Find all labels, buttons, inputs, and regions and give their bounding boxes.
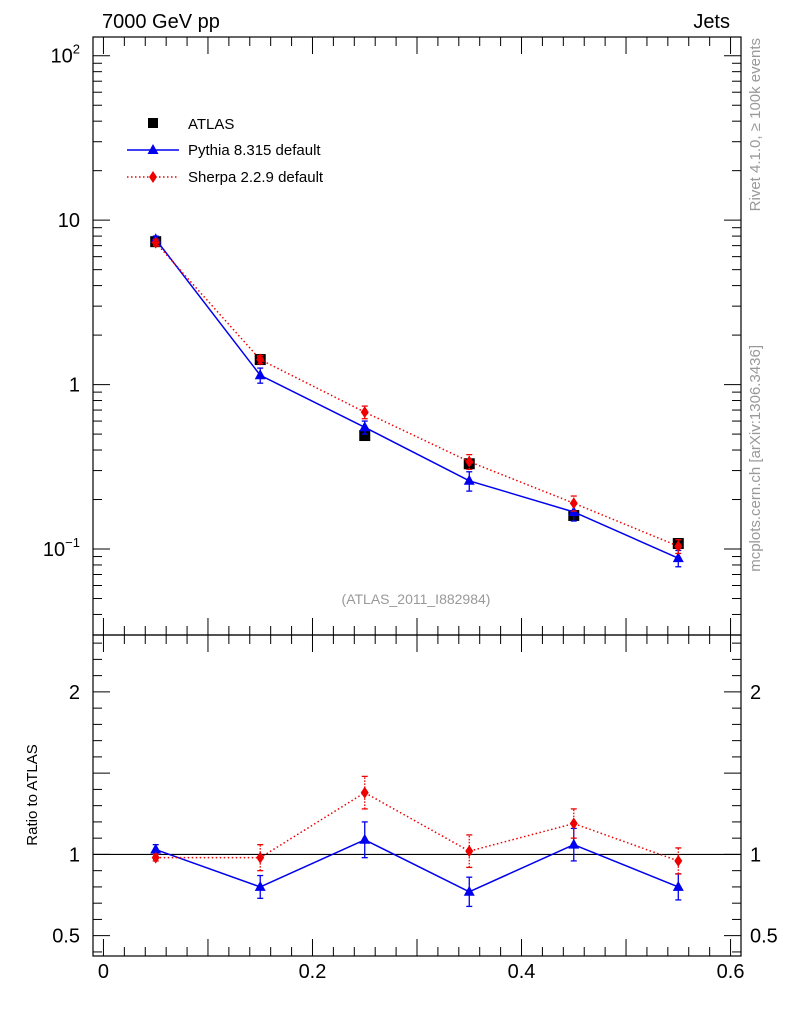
ratio-axis-ticks: 0.5 0.5 1 1 2 2 [52, 642, 778, 953]
x-tick-label: 0 [98, 961, 109, 983]
main-axis-ticks: 102 10 1 10−1 [43, 42, 741, 636]
sherpa-data-point [569, 497, 578, 510]
main-y-tick-label: 10 [58, 210, 80, 232]
sherpa-data-point [151, 236, 160, 249]
main-series-layer [150, 233, 684, 568]
legend-label-sherpa: Sherpa 2.2.9 default [188, 169, 324, 186]
header-right-label: Jets [693, 11, 730, 33]
sherpa-data-point [256, 353, 265, 366]
sherpa-series-line [155, 791, 679, 862]
x-axis-ticks: 0 0.2 0.4 0.6 [98, 37, 745, 983]
ratio-y-tick-label-left: 1 [69, 844, 80, 866]
pythia-data-point [150, 843, 162, 854]
pythia-series-line [155, 238, 679, 559]
x-tick-label: 0.2 [299, 961, 327, 983]
x-tick-label: 0.6 [717, 961, 745, 983]
pythia-data-point [672, 880, 684, 891]
pythia-data-point [254, 369, 266, 380]
legend: ATLAS Pythia 8.315 default Sherpa 2.2.9 … [127, 116, 324, 186]
ratio-y-tick-label-left: 0.5 [52, 926, 80, 948]
pythia-data-point [672, 552, 684, 563]
sherpa-data-point [151, 851, 160, 864]
header-left-label: 7000 GeV pp [102, 11, 220, 33]
sherpa-data-point [569, 817, 578, 830]
ratio-y-tick-label-right: 1 [750, 844, 761, 866]
ratio-panel-frame [92, 634, 742, 957]
ratio-series-layer [150, 775, 684, 908]
sherpa-data-point [256, 851, 265, 864]
main-y-tick-label: 102 [51, 42, 80, 68]
sherpa-data-point [465, 455, 474, 468]
sherpa-data-point [674, 540, 683, 553]
pythia-data-point [568, 838, 580, 849]
mcplots-label: mcplots.cern.ch [arXiv:1306.3436] [747, 345, 764, 572]
ratio-y-tick-label-right: 0.5 [750, 926, 778, 948]
sherpa-series-line [155, 242, 679, 547]
pythia-data-point [359, 833, 371, 844]
rivet-version-label: Rivet 4.1.0, ≥ 100k events [747, 38, 764, 211]
legend-marker-pythia [147, 144, 159, 154]
ratio-ylabel: Ratio to ATLAS [24, 744, 41, 845]
sherpa-data-point [360, 406, 369, 419]
pythia-data-point [254, 880, 266, 891]
main-y-tick-label: 1 [69, 375, 80, 397]
sherpa-data-point [360, 786, 369, 799]
main-y-tick-label: 10−1 [43, 535, 80, 561]
pythia-data-point [463, 474, 475, 485]
ratio-y-tick-label-right: 2 [750, 682, 761, 704]
legend-marker-atlas [148, 118, 158, 128]
pythia-data-point [359, 421, 371, 432]
legend-label-pythia: Pythia 8.315 default [188, 142, 321, 159]
sherpa-data-point [674, 854, 683, 867]
legend-marker-sherpa [149, 171, 157, 183]
legend-label-atlas: ATLAS [188, 116, 234, 133]
sherpa-data-point [465, 845, 474, 858]
analysis-label: (ATLAS_2011_I882984) [342, 591, 491, 607]
pythia-series-line [155, 838, 679, 893]
x-tick-label: 0.4 [508, 961, 536, 983]
pythia-data-point [463, 885, 475, 896]
ratio-y-tick-label-left: 2 [69, 682, 80, 704]
atlas-data-point [359, 430, 371, 442]
